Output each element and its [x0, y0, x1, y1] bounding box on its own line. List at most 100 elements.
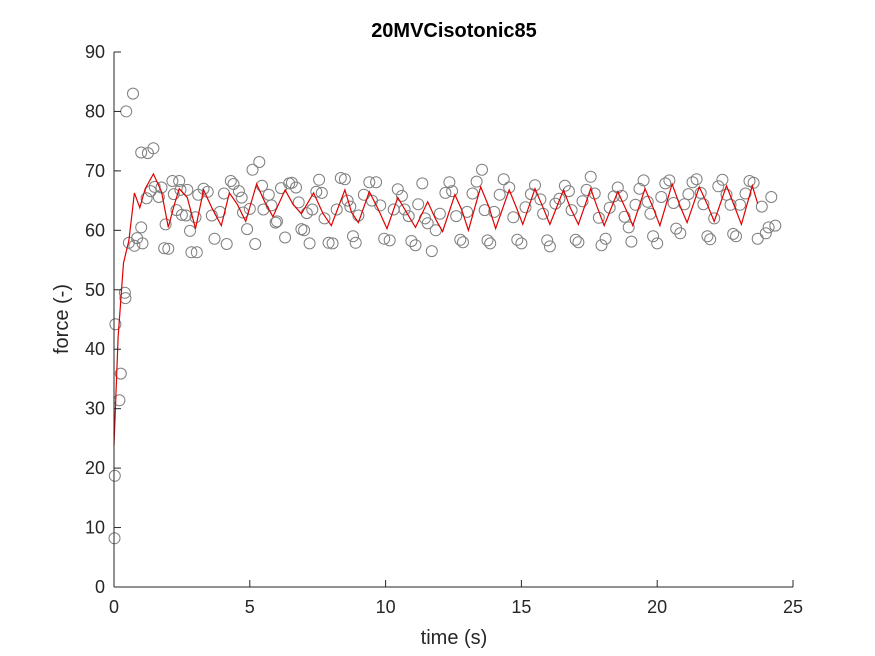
scatter-point [409, 239, 422, 252]
scatter-point [136, 237, 149, 250]
scatter-point [470, 175, 483, 188]
scatter-point [405, 235, 418, 247]
scatter-point [708, 212, 721, 225]
scatter-point [769, 219, 782, 232]
scatter-point [174, 183, 187, 196]
scatter-point [166, 175, 179, 187]
scatter-point [347, 230, 359, 243]
scatter-point [759, 227, 772, 240]
scatter-point [534, 193, 547, 206]
scatter-point [275, 182, 287, 195]
scatter-point [243, 202, 256, 215]
scatter-point [565, 204, 578, 217]
scatter-point [147, 142, 160, 155]
scatter-point [412, 198, 425, 211]
scatter-point [135, 221, 148, 234]
scatter-point [119, 292, 132, 305]
scatter-point [762, 221, 775, 234]
scatter-point [326, 237, 339, 250]
scatter-point [374, 199, 387, 212]
scatter-point [595, 239, 608, 252]
scatter-point [720, 188, 733, 201]
scatter-point [232, 185, 245, 198]
x-tick-label: 20 [647, 597, 667, 617]
scatter-point [159, 218, 172, 231]
scatter-point [697, 198, 710, 211]
scatter-point [402, 210, 415, 223]
y-tick-label: 10 [85, 518, 105, 538]
scatter-point [279, 231, 292, 244]
scatter-point [659, 177, 672, 190]
scatter-point [443, 176, 456, 189]
x-tick-label: 15 [511, 597, 531, 617]
scatter-point [682, 188, 695, 201]
scatter-point [690, 173, 703, 186]
scatter-point [529, 179, 541, 192]
scatter-point [580, 183, 593, 196]
scatter-point [727, 227, 740, 240]
scatter-point [457, 236, 469, 249]
scatter-point [497, 173, 510, 186]
scatter-point [249, 238, 262, 250]
scatter-point [344, 200, 357, 213]
scatter-point [739, 187, 752, 200]
x-tick-label: 25 [783, 597, 803, 617]
y-tick-label: 90 [85, 42, 105, 62]
scatter-point [298, 224, 311, 237]
scatter-point [349, 236, 362, 249]
scatter-point [391, 183, 404, 196]
scatter-point [235, 191, 248, 204]
scatter-point [425, 245, 438, 258]
y-tick-label: 0 [95, 577, 105, 597]
scatter-point [135, 146, 148, 159]
scatter-point [241, 223, 254, 236]
scatter-point [114, 367, 127, 380]
scatter-point [641, 195, 654, 208]
scatter-point [663, 174, 676, 187]
scatter-point [152, 191, 165, 203]
y-axis-label: force (-) [51, 284, 73, 354]
x-tick-label: 10 [376, 597, 396, 617]
scatter-point [421, 217, 434, 230]
scatter-point [173, 175, 186, 187]
scatter-point [724, 198, 737, 211]
scatter-point [224, 175, 237, 187]
scatter-point [553, 192, 566, 205]
scatter-point [674, 227, 687, 240]
y-tick-label: 80 [85, 101, 105, 121]
scatter-point [576, 195, 589, 208]
scatter-point [618, 210, 631, 223]
scatter-point [357, 188, 370, 201]
y-tick-label: 30 [85, 399, 105, 419]
x-tick-label: 0 [109, 597, 119, 617]
scatter-point [205, 209, 218, 222]
scatter-point [515, 237, 528, 250]
axes: 0 5 10 15 20 25 0 10 20 30 40 50 60 70 80 90 [85, 42, 803, 617]
chart-title: 20MVCisotonic85 [371, 20, 537, 42]
scatter-point [439, 186, 452, 199]
scatter-point [712, 180, 725, 193]
y-tick-label: 20 [85, 458, 105, 478]
scatter-point [120, 105, 133, 118]
scatter-point [330, 203, 343, 216]
scatter-point [622, 221, 635, 234]
scatter-point [313, 173, 326, 186]
scatter-point [476, 163, 488, 176]
scatter-point [569, 233, 582, 246]
scatter-point [493, 188, 506, 201]
scatter-point [543, 240, 556, 253]
scatter-point [109, 318, 122, 331]
scatter-point [271, 215, 283, 228]
scatter-point [704, 233, 717, 246]
scatter-point [292, 196, 305, 209]
scatter-point [416, 177, 429, 190]
scatter-point [541, 234, 554, 247]
scatter-point [625, 235, 638, 248]
scatter-point [197, 182, 210, 195]
scatter-point [450, 210, 463, 223]
scatter-point [108, 469, 121, 482]
scatter-point [716, 173, 729, 186]
scatter-point [507, 211, 520, 224]
scatter-point [184, 224, 196, 237]
